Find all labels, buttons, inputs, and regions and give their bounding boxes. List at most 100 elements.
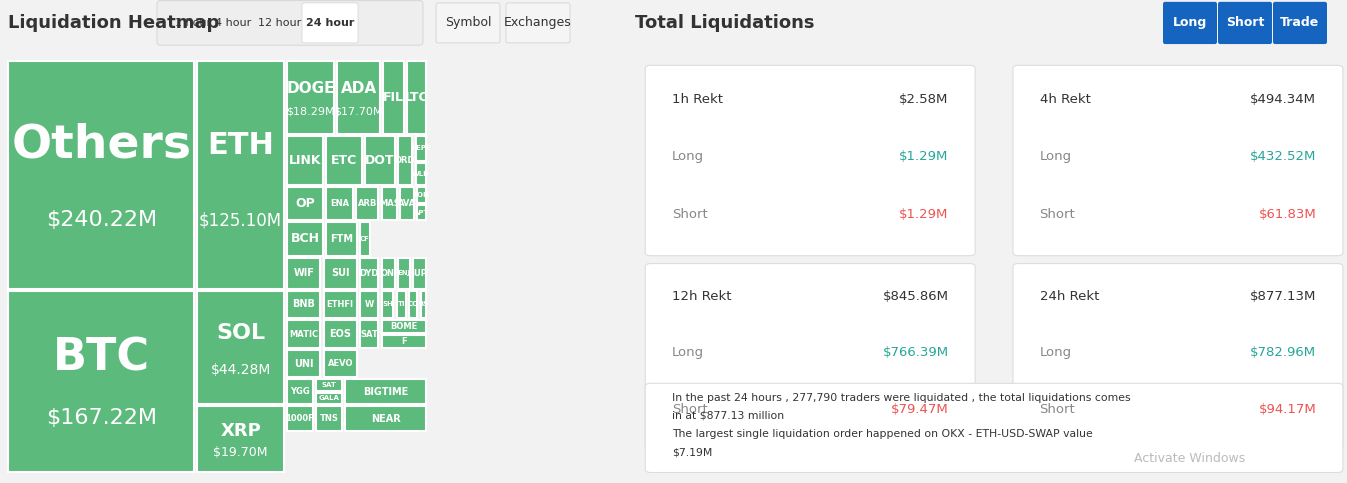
Bar [416, 187, 426, 203]
Text: WIF: WIF [294, 268, 314, 278]
Text: $125.10M: $125.10M [199, 212, 282, 229]
Bar [360, 257, 379, 288]
FancyBboxPatch shape [645, 264, 975, 450]
Text: 4h Rekt: 4h Rekt [1040, 93, 1091, 106]
Bar [198, 406, 284, 472]
Bar [365, 136, 395, 185]
Text: LTC: LTC [404, 91, 428, 104]
Bar [415, 136, 426, 160]
Text: $240.22M: $240.22M [46, 211, 156, 230]
Bar [287, 257, 321, 288]
Text: SUI: SUI [331, 268, 349, 278]
Text: XRP: XRP [221, 422, 261, 440]
Bar [287, 320, 321, 348]
Text: UNI: UNI [294, 359, 314, 369]
Bar [415, 163, 426, 185]
Bar [323, 291, 357, 318]
Text: $61.83M: $61.83M [1258, 208, 1316, 221]
Text: TNS: TNS [319, 414, 338, 423]
Text: BOME: BOME [391, 322, 418, 331]
Bar [396, 291, 405, 318]
Bar [326, 187, 353, 220]
Text: 12h Rekt: 12h Rekt [672, 290, 731, 303]
Bar [400, 187, 414, 220]
Text: BCH: BCH [291, 232, 319, 245]
Bar [345, 379, 426, 404]
Text: 1 hour: 1 hour [175, 18, 211, 28]
Text: $494.34M: $494.34M [1250, 93, 1316, 106]
Bar [407, 61, 426, 134]
Text: 4 hour: 4 hour [216, 18, 251, 28]
Text: $44.28M: $44.28M [210, 363, 271, 377]
Text: $432.52M: $432.52M [1250, 150, 1316, 163]
Bar [381, 291, 393, 318]
Text: WLD: WLD [412, 171, 430, 177]
Text: BS: BS [419, 301, 428, 308]
FancyBboxPatch shape [1218, 2, 1272, 44]
Text: $1.29M: $1.29M [900, 208, 948, 221]
Text: 12 hour: 12 hour [259, 18, 302, 28]
Text: ETH: ETH [207, 131, 273, 160]
Text: Long: Long [672, 150, 704, 163]
Text: Symbol: Symbol [445, 16, 492, 29]
Bar [326, 136, 362, 185]
Text: ENJ: ENJ [397, 270, 411, 276]
Bar [287, 406, 313, 431]
Text: Short: Short [1040, 208, 1075, 221]
Bar [317, 406, 342, 431]
Text: Exchanges: Exchanges [504, 16, 572, 29]
Bar [287, 187, 323, 220]
Bar [287, 136, 323, 185]
Text: MAS: MAS [379, 199, 400, 208]
Text: Long: Long [1040, 150, 1072, 163]
Text: Liquidation Heatmap: Liquidation Heatmap [8, 14, 220, 32]
Bar [397, 257, 409, 288]
Text: 24h Rekt: 24h Rekt [1040, 290, 1099, 303]
Text: CO: CO [408, 301, 419, 308]
Text: Short: Short [1040, 403, 1075, 416]
Text: SOL: SOL [216, 323, 265, 342]
Bar [8, 61, 194, 288]
Bar [345, 406, 426, 431]
Bar [414, 257, 426, 288]
Bar [383, 61, 404, 134]
FancyBboxPatch shape [1013, 65, 1343, 256]
Bar [198, 61, 284, 288]
Bar [317, 379, 342, 391]
FancyBboxPatch shape [1162, 2, 1216, 44]
Text: 1h Rekt: 1h Rekt [672, 93, 723, 106]
Text: $845.86M: $845.86M [882, 290, 948, 303]
Text: GALA: GALA [318, 396, 339, 401]
Bar [287, 350, 321, 377]
Text: ENA: ENA [330, 199, 349, 208]
Bar [381, 257, 395, 288]
Bar [323, 350, 357, 377]
Text: NEAR: NEAR [370, 413, 400, 424]
Bar [381, 187, 397, 220]
Text: F: F [401, 337, 407, 346]
Text: $79.47M: $79.47M [890, 403, 948, 416]
Text: SAT: SAT [361, 330, 379, 339]
Bar [337, 61, 380, 134]
Text: Short: Short [672, 403, 707, 416]
Text: PEPE: PEPE [411, 145, 431, 151]
Text: Long: Long [672, 346, 704, 359]
Text: APT: APT [414, 210, 430, 216]
Text: OP: OP [295, 198, 315, 211]
FancyBboxPatch shape [1273, 2, 1327, 44]
Text: 24 hour: 24 hour [306, 18, 354, 28]
Text: SAT: SAT [322, 382, 337, 388]
Bar [409, 291, 418, 318]
Text: MATIC: MATIC [290, 330, 318, 339]
Bar [326, 223, 357, 256]
FancyBboxPatch shape [158, 0, 423, 45]
Text: DYD: DYD [360, 269, 379, 278]
Text: Total Liquidations: Total Liquidations [634, 14, 815, 32]
Bar [323, 257, 357, 288]
Text: ETC: ETC [331, 154, 357, 167]
FancyBboxPatch shape [1013, 264, 1343, 450]
Text: TON: TON [414, 192, 430, 198]
Text: FTM: FTM [330, 234, 353, 244]
Bar [357, 187, 379, 220]
Text: 1000F: 1000F [286, 414, 314, 423]
